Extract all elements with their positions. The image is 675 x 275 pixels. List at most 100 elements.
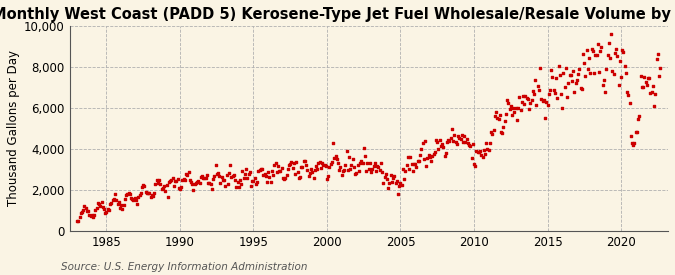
Point bbox=[560, 66, 571, 71]
Point bbox=[425, 154, 435, 159]
Point bbox=[583, 67, 593, 71]
Point bbox=[339, 168, 350, 173]
Point bbox=[227, 174, 238, 178]
Point bbox=[330, 154, 341, 158]
Point bbox=[261, 180, 272, 184]
Point bbox=[566, 79, 577, 84]
Point bbox=[626, 133, 637, 138]
Point bbox=[537, 98, 548, 103]
Point bbox=[298, 159, 309, 163]
Point bbox=[485, 141, 495, 145]
Point bbox=[624, 100, 635, 105]
Point bbox=[381, 172, 392, 177]
Point bbox=[160, 189, 171, 193]
Point bbox=[149, 191, 160, 196]
Point bbox=[433, 147, 444, 151]
Point bbox=[420, 139, 431, 143]
Point bbox=[644, 76, 655, 80]
Point bbox=[632, 130, 643, 134]
Point bbox=[487, 131, 497, 136]
Point bbox=[155, 182, 166, 186]
Point bbox=[148, 194, 159, 198]
Point bbox=[95, 204, 106, 208]
Point bbox=[366, 170, 377, 175]
Point bbox=[230, 178, 240, 182]
Point bbox=[297, 165, 308, 170]
Point bbox=[596, 45, 607, 50]
Point bbox=[282, 167, 293, 171]
Point bbox=[590, 53, 601, 57]
Point bbox=[387, 180, 398, 184]
Point bbox=[73, 218, 84, 223]
Point bbox=[156, 187, 167, 191]
Point bbox=[161, 182, 172, 187]
Point bbox=[589, 71, 599, 75]
Point bbox=[256, 167, 267, 172]
Point bbox=[180, 178, 190, 182]
Point bbox=[157, 186, 168, 190]
Point bbox=[284, 163, 294, 167]
Point bbox=[482, 146, 493, 151]
Point bbox=[321, 177, 332, 181]
Point bbox=[520, 94, 531, 98]
Point bbox=[140, 190, 151, 194]
Point bbox=[222, 182, 233, 186]
Point bbox=[375, 160, 386, 165]
Point bbox=[536, 97, 547, 101]
Point bbox=[503, 100, 514, 105]
Point bbox=[518, 94, 529, 98]
Point bbox=[82, 208, 92, 213]
Point bbox=[259, 172, 270, 176]
Point bbox=[274, 169, 285, 173]
Point bbox=[546, 68, 557, 72]
Point bbox=[605, 56, 616, 60]
Point bbox=[139, 183, 150, 188]
Point bbox=[327, 159, 338, 164]
Point bbox=[549, 90, 560, 95]
Point bbox=[150, 182, 161, 186]
Point bbox=[219, 178, 230, 183]
Point bbox=[242, 175, 252, 180]
Point bbox=[500, 119, 510, 123]
Point bbox=[576, 87, 587, 92]
Point bbox=[554, 73, 565, 77]
Point bbox=[169, 183, 180, 188]
Point bbox=[506, 113, 517, 117]
Point bbox=[500, 112, 511, 116]
Point bbox=[213, 171, 223, 175]
Point bbox=[508, 106, 518, 110]
Point bbox=[356, 159, 367, 164]
Point bbox=[97, 205, 108, 209]
Point bbox=[79, 204, 90, 208]
Point bbox=[165, 179, 176, 183]
Point bbox=[472, 150, 483, 154]
Point bbox=[338, 169, 348, 174]
Point bbox=[113, 200, 124, 204]
Point bbox=[530, 77, 541, 82]
Point bbox=[647, 84, 658, 88]
Point bbox=[614, 59, 625, 63]
Point bbox=[273, 164, 284, 168]
Point bbox=[646, 90, 657, 94]
Point bbox=[367, 167, 378, 172]
Point bbox=[271, 170, 282, 174]
Point bbox=[249, 176, 260, 180]
Point bbox=[207, 187, 217, 191]
Point bbox=[142, 191, 153, 195]
Point bbox=[84, 213, 95, 217]
Point bbox=[414, 158, 425, 163]
Point bbox=[476, 153, 487, 157]
Point bbox=[173, 186, 184, 190]
Point bbox=[341, 149, 352, 153]
Point bbox=[178, 177, 189, 182]
Point bbox=[645, 90, 656, 95]
Point bbox=[302, 168, 313, 172]
Point bbox=[475, 149, 485, 153]
Point bbox=[580, 74, 591, 78]
Point bbox=[363, 167, 374, 172]
Point bbox=[171, 179, 182, 183]
Point bbox=[653, 74, 664, 78]
Point bbox=[569, 90, 580, 95]
Point bbox=[172, 177, 183, 181]
Point bbox=[333, 161, 344, 165]
